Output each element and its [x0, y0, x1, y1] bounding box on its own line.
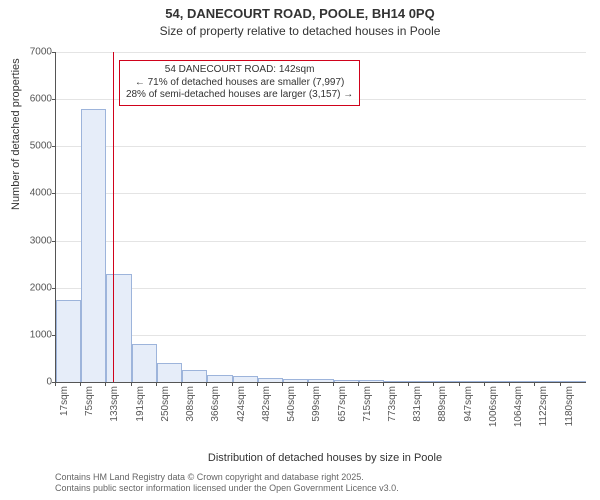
- xtick-label: 424sqm: [236, 386, 247, 422]
- bar: [384, 381, 409, 382]
- bar: [132, 344, 157, 382]
- bar: [535, 381, 560, 382]
- xtick-mark: [156, 382, 157, 386]
- bar: [485, 381, 510, 382]
- xtick-mark: [459, 382, 460, 386]
- bar: [460, 381, 485, 382]
- gridline: [56, 241, 586, 242]
- property-callout: 54 DANECOURT ROAD: 142sqm← 71% of detach…: [119, 60, 360, 106]
- bar: [233, 376, 258, 382]
- ytick-label: 7000: [30, 47, 56, 58]
- ytick-label: 5000: [30, 141, 56, 152]
- xtick-label: 482sqm: [261, 386, 272, 422]
- ytick-label: 3000: [30, 235, 56, 246]
- ytick-label: 2000: [30, 282, 56, 293]
- gridline: [56, 146, 586, 147]
- xtick-mark: [55, 382, 56, 386]
- xtick-mark: [333, 382, 334, 386]
- ytick-label: 1000: [30, 329, 56, 340]
- bar: [510, 381, 535, 382]
- xtick-mark: [131, 382, 132, 386]
- xtick-label: 191sqm: [135, 386, 146, 422]
- xtick-label: 250sqm: [160, 386, 171, 422]
- xtick-mark: [181, 382, 182, 386]
- xtick-mark: [534, 382, 535, 386]
- chart-title: 54, DANECOURT ROAD, POOLE, BH14 0PQ Size…: [0, 0, 600, 40]
- xtick-label: 540sqm: [286, 386, 297, 422]
- attribution-line1: Contains HM Land Registry data © Crown c…: [55, 472, 399, 483]
- xtick-label: 889sqm: [437, 386, 448, 422]
- xtick-mark: [206, 382, 207, 386]
- xtick-label: 1180sqm: [564, 386, 575, 426]
- bar: [106, 274, 131, 382]
- xtick-label: 17sqm: [59, 386, 70, 416]
- callout-line2: ← 71% of detached houses are smaller (7,…: [126, 77, 353, 90]
- xtick-label: 1122sqm: [538, 386, 549, 426]
- xtick-label: 947sqm: [463, 386, 474, 422]
- xtick-label: 308sqm: [185, 386, 196, 422]
- bar: [207, 375, 232, 382]
- bar: [157, 363, 182, 382]
- xtick-label: 133sqm: [109, 386, 120, 422]
- title-line2: Size of property relative to detached ho…: [160, 24, 441, 38]
- xtick-label: 1064sqm: [513, 386, 524, 427]
- chart-area: 0100020003000400050006000700054 DANECOUR…: [55, 52, 585, 410]
- xtick-mark: [232, 382, 233, 386]
- bar: [81, 109, 106, 382]
- bar: [359, 380, 384, 382]
- xtick-mark: [484, 382, 485, 386]
- property-marker-line: [113, 52, 114, 382]
- bar: [182, 370, 207, 382]
- gridline: [56, 288, 586, 289]
- xtick-mark: [509, 382, 510, 386]
- xtick-mark: [433, 382, 434, 386]
- bar: [409, 381, 434, 382]
- title-line1: 54, DANECOURT ROAD, POOLE, BH14 0PQ: [165, 6, 434, 21]
- plot-region: 0100020003000400050006000700054 DANECOUR…: [55, 52, 586, 383]
- gridline: [56, 335, 586, 336]
- bar: [283, 379, 308, 382]
- xtick-label: 773sqm: [387, 386, 398, 422]
- xtick-label: 657sqm: [337, 386, 348, 422]
- xtick-mark: [358, 382, 359, 386]
- xtick-label: 831sqm: [412, 386, 423, 422]
- attribution-line2: Contains public sector information licen…: [55, 483, 399, 494]
- xtick-label: 366sqm: [210, 386, 221, 422]
- xtick-mark: [105, 382, 106, 386]
- gridline: [56, 52, 586, 53]
- callout-line1: 54 DANECOURT ROAD: 142sqm: [126, 64, 353, 77]
- xtick-mark: [560, 382, 561, 386]
- bar: [434, 381, 459, 382]
- ytick-label: 6000: [30, 94, 56, 105]
- y-axis-label: Number of detached properties: [10, 58, 22, 210]
- bar: [561, 381, 586, 382]
- xtick-mark: [408, 382, 409, 386]
- ytick-label: 4000: [30, 188, 56, 199]
- xtick-mark: [307, 382, 308, 386]
- bar: [334, 380, 359, 382]
- xtick-label: 1006sqm: [488, 386, 499, 427]
- callout-line3: 28% of semi-detached houses are larger (…: [126, 89, 353, 102]
- xtick-mark: [383, 382, 384, 386]
- xtick-mark: [282, 382, 283, 386]
- bar: [56, 300, 81, 383]
- xtick-label: 599sqm: [311, 386, 322, 422]
- xtick-label: 75sqm: [84, 386, 95, 416]
- bar: [308, 379, 333, 382]
- attribution: Contains HM Land Registry data © Crown c…: [55, 472, 399, 494]
- bar: [258, 378, 283, 382]
- xtick-mark: [80, 382, 81, 386]
- xtick-label: 715sqm: [362, 386, 373, 422]
- gridline: [56, 193, 586, 194]
- xtick-mark: [257, 382, 258, 386]
- x-axis-label: Distribution of detached houses by size …: [0, 452, 600, 464]
